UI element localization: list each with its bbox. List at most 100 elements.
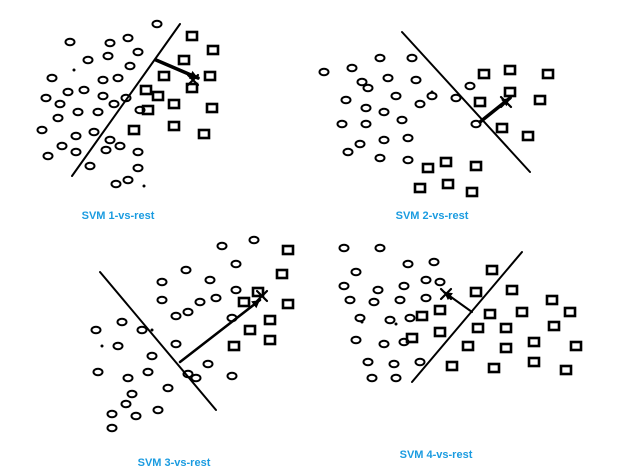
- circle-point: [450, 93, 462, 103]
- dot-point: [100, 344, 104, 348]
- circle-point: [126, 389, 138, 399]
- circle-point: [420, 293, 432, 303]
- circle-point: [132, 147, 144, 157]
- dot-point: [430, 90, 434, 94]
- circle-point: [470, 119, 482, 129]
- circle-point: [122, 373, 134, 383]
- square-point: [185, 82, 199, 94]
- circle-point: [170, 311, 182, 321]
- square-point: [185, 30, 199, 42]
- circle-point: [464, 81, 476, 91]
- square-point: [485, 264, 499, 276]
- square-point: [541, 68, 555, 80]
- square-point: [521, 130, 535, 142]
- circle-point: [384, 315, 396, 325]
- circle-point: [112, 341, 124, 351]
- square-point: [151, 90, 165, 102]
- square-point: [415, 310, 429, 322]
- circle-point: [362, 83, 374, 93]
- circle-point: [36, 125, 48, 135]
- dot-point: [150, 328, 154, 332]
- circle-point: [226, 371, 238, 381]
- circle-point: [210, 293, 222, 303]
- circle-point: [64, 37, 76, 47]
- circle-point: [84, 161, 96, 171]
- square-point: [487, 362, 501, 374]
- circle-point: [88, 127, 100, 137]
- square-point: [243, 324, 257, 336]
- square-point: [505, 284, 519, 296]
- circle-point: [426, 91, 438, 101]
- circle-point: [70, 147, 82, 157]
- decision-boundary: [401, 31, 531, 173]
- circle-point: [414, 357, 426, 367]
- circle-point: [170, 339, 182, 349]
- square-point: [127, 124, 141, 136]
- circle-point: [362, 357, 374, 367]
- circle-point: [248, 235, 260, 245]
- circle-point: [78, 85, 90, 95]
- circle-point: [404, 313, 416, 323]
- square-point: [167, 98, 181, 110]
- panel-svm-2: [318, 31, 555, 198]
- circle-point: [378, 107, 390, 117]
- square-point: [559, 364, 573, 376]
- square-point: [263, 334, 277, 346]
- decision-boundary: [99, 271, 217, 411]
- decision-boundary: [71, 23, 181, 177]
- circle-point: [72, 107, 84, 117]
- circle-point: [372, 285, 384, 295]
- square-point: [499, 342, 513, 354]
- circle-point: [92, 367, 104, 377]
- circle-point: [132, 163, 144, 173]
- circle-point: [42, 151, 54, 161]
- square-point: [503, 86, 517, 98]
- panel-label-svm-3: SVM 3-vs-rest: [138, 457, 211, 469]
- square-point: [477, 68, 491, 80]
- arrow-head: [251, 300, 260, 309]
- circle-point: [398, 281, 410, 291]
- square-point: [281, 244, 295, 256]
- test-point-cross: [439, 287, 453, 301]
- square-point: [473, 96, 487, 108]
- square-point: [495, 122, 509, 134]
- circle-point: [428, 257, 440, 267]
- panel-svm-3: [90, 235, 295, 433]
- circle-point: [112, 73, 124, 83]
- square-point: [167, 120, 181, 132]
- square-point: [205, 102, 219, 114]
- circle-point: [54, 99, 66, 109]
- circle-point: [56, 141, 68, 151]
- circle-point: [142, 367, 154, 377]
- circle-point: [356, 77, 368, 87]
- square-point: [433, 326, 447, 338]
- circle-point: [406, 53, 418, 63]
- circle-point: [396, 115, 408, 125]
- circle-point: [390, 373, 402, 383]
- square-point: [533, 94, 547, 106]
- circle-point: [151, 19, 163, 29]
- margin-arrow: [178, 298, 262, 364]
- square-point: [563, 306, 577, 318]
- circle-point: [338, 243, 350, 253]
- square-point: [141, 104, 155, 116]
- square-point: [445, 360, 459, 372]
- square-point: [405, 332, 419, 344]
- circle-point: [390, 91, 402, 101]
- square-point: [503, 64, 517, 76]
- dot-point: [394, 322, 398, 326]
- square-point: [569, 340, 583, 352]
- circle-point: [52, 113, 64, 123]
- circle-point: [350, 335, 362, 345]
- square-point: [263, 314, 277, 326]
- circle-point: [104, 135, 116, 145]
- dot-point: [142, 184, 146, 188]
- circle-point: [40, 93, 52, 103]
- circle-point: [108, 99, 120, 109]
- square-point: [439, 156, 453, 168]
- circle-point: [106, 409, 118, 419]
- circle-point: [90, 325, 102, 335]
- circle-point: [182, 307, 194, 317]
- circle-point: [420, 275, 432, 285]
- circle-point: [402, 155, 414, 165]
